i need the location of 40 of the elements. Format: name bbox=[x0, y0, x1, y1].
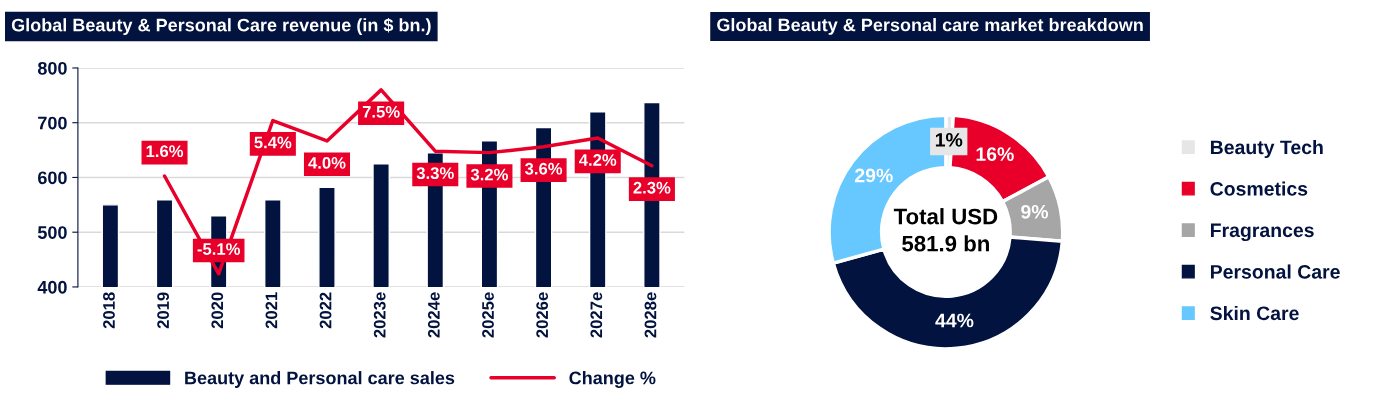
chart-title: Global Beauty & Personal care market breakdown bbox=[717, 18, 1143, 35]
data-label: 1.6% bbox=[146, 145, 184, 158]
x-tick-label: 2020 bbox=[211, 292, 224, 329]
data-label: 3.3% bbox=[416, 167, 454, 180]
data-label: -5.1% bbox=[197, 243, 241, 255]
legend-label: Beauty Tech bbox=[1210, 139, 1323, 159]
data-label: 29% bbox=[855, 168, 893, 183]
x-tick-label: 2019 bbox=[157, 292, 170, 329]
data-label: 16% bbox=[976, 147, 1014, 162]
data-label: 2.3% bbox=[633, 181, 671, 194]
data-label: 7.5% bbox=[362, 105, 400, 118]
legend-label: Fragrances bbox=[1210, 223, 1314, 242]
data-label: 5.4% bbox=[254, 136, 292, 149]
data-label: 3.2% bbox=[470, 168, 508, 181]
legend-label: Beauty and Personal care sales bbox=[185, 371, 455, 388]
data-label: 4.2% bbox=[578, 154, 617, 166]
y-tick-label: 700 bbox=[38, 116, 67, 130]
x-tick-label: 2022 bbox=[319, 292, 332, 329]
legend-label: Change % bbox=[569, 371, 656, 388]
x-tick-label: 2024e bbox=[427, 292, 440, 338]
x-tick-label: 2018 bbox=[103, 292, 115, 329]
data-label: 44% bbox=[935, 313, 974, 328]
data-label: 3.6% bbox=[524, 162, 563, 175]
x-tick-label: 2026e bbox=[536, 292, 549, 338]
x-tick-label: 2025e bbox=[482, 292, 494, 338]
legend-label: Personal Care bbox=[1210, 264, 1340, 279]
y-tick-label: 800 bbox=[37, 61, 67, 75]
x-tick-label: 2021 bbox=[265, 292, 278, 329]
y-tick-label: 500 bbox=[37, 226, 67, 239]
x-tick-label: 2023e bbox=[373, 292, 386, 338]
data-label: 9% bbox=[1021, 204, 1049, 219]
legend-label: Cosmetics bbox=[1210, 181, 1308, 196]
chart-title: Global Beauty & Personal Care revenue (in $ bn.) bbox=[11, 17, 431, 36]
y-tick-label: 400 bbox=[37, 280, 67, 294]
data-label: 4.0% bbox=[308, 156, 346, 169]
x-tick-label: 2028e bbox=[644, 292, 657, 338]
legend-label: Skin Care bbox=[1210, 305, 1299, 321]
x-tick-label: 2027e bbox=[590, 292, 603, 338]
text: Total USD 581.9 bn bbox=[893, 208, 998, 252]
y-tick-label: 600 bbox=[38, 171, 67, 185]
